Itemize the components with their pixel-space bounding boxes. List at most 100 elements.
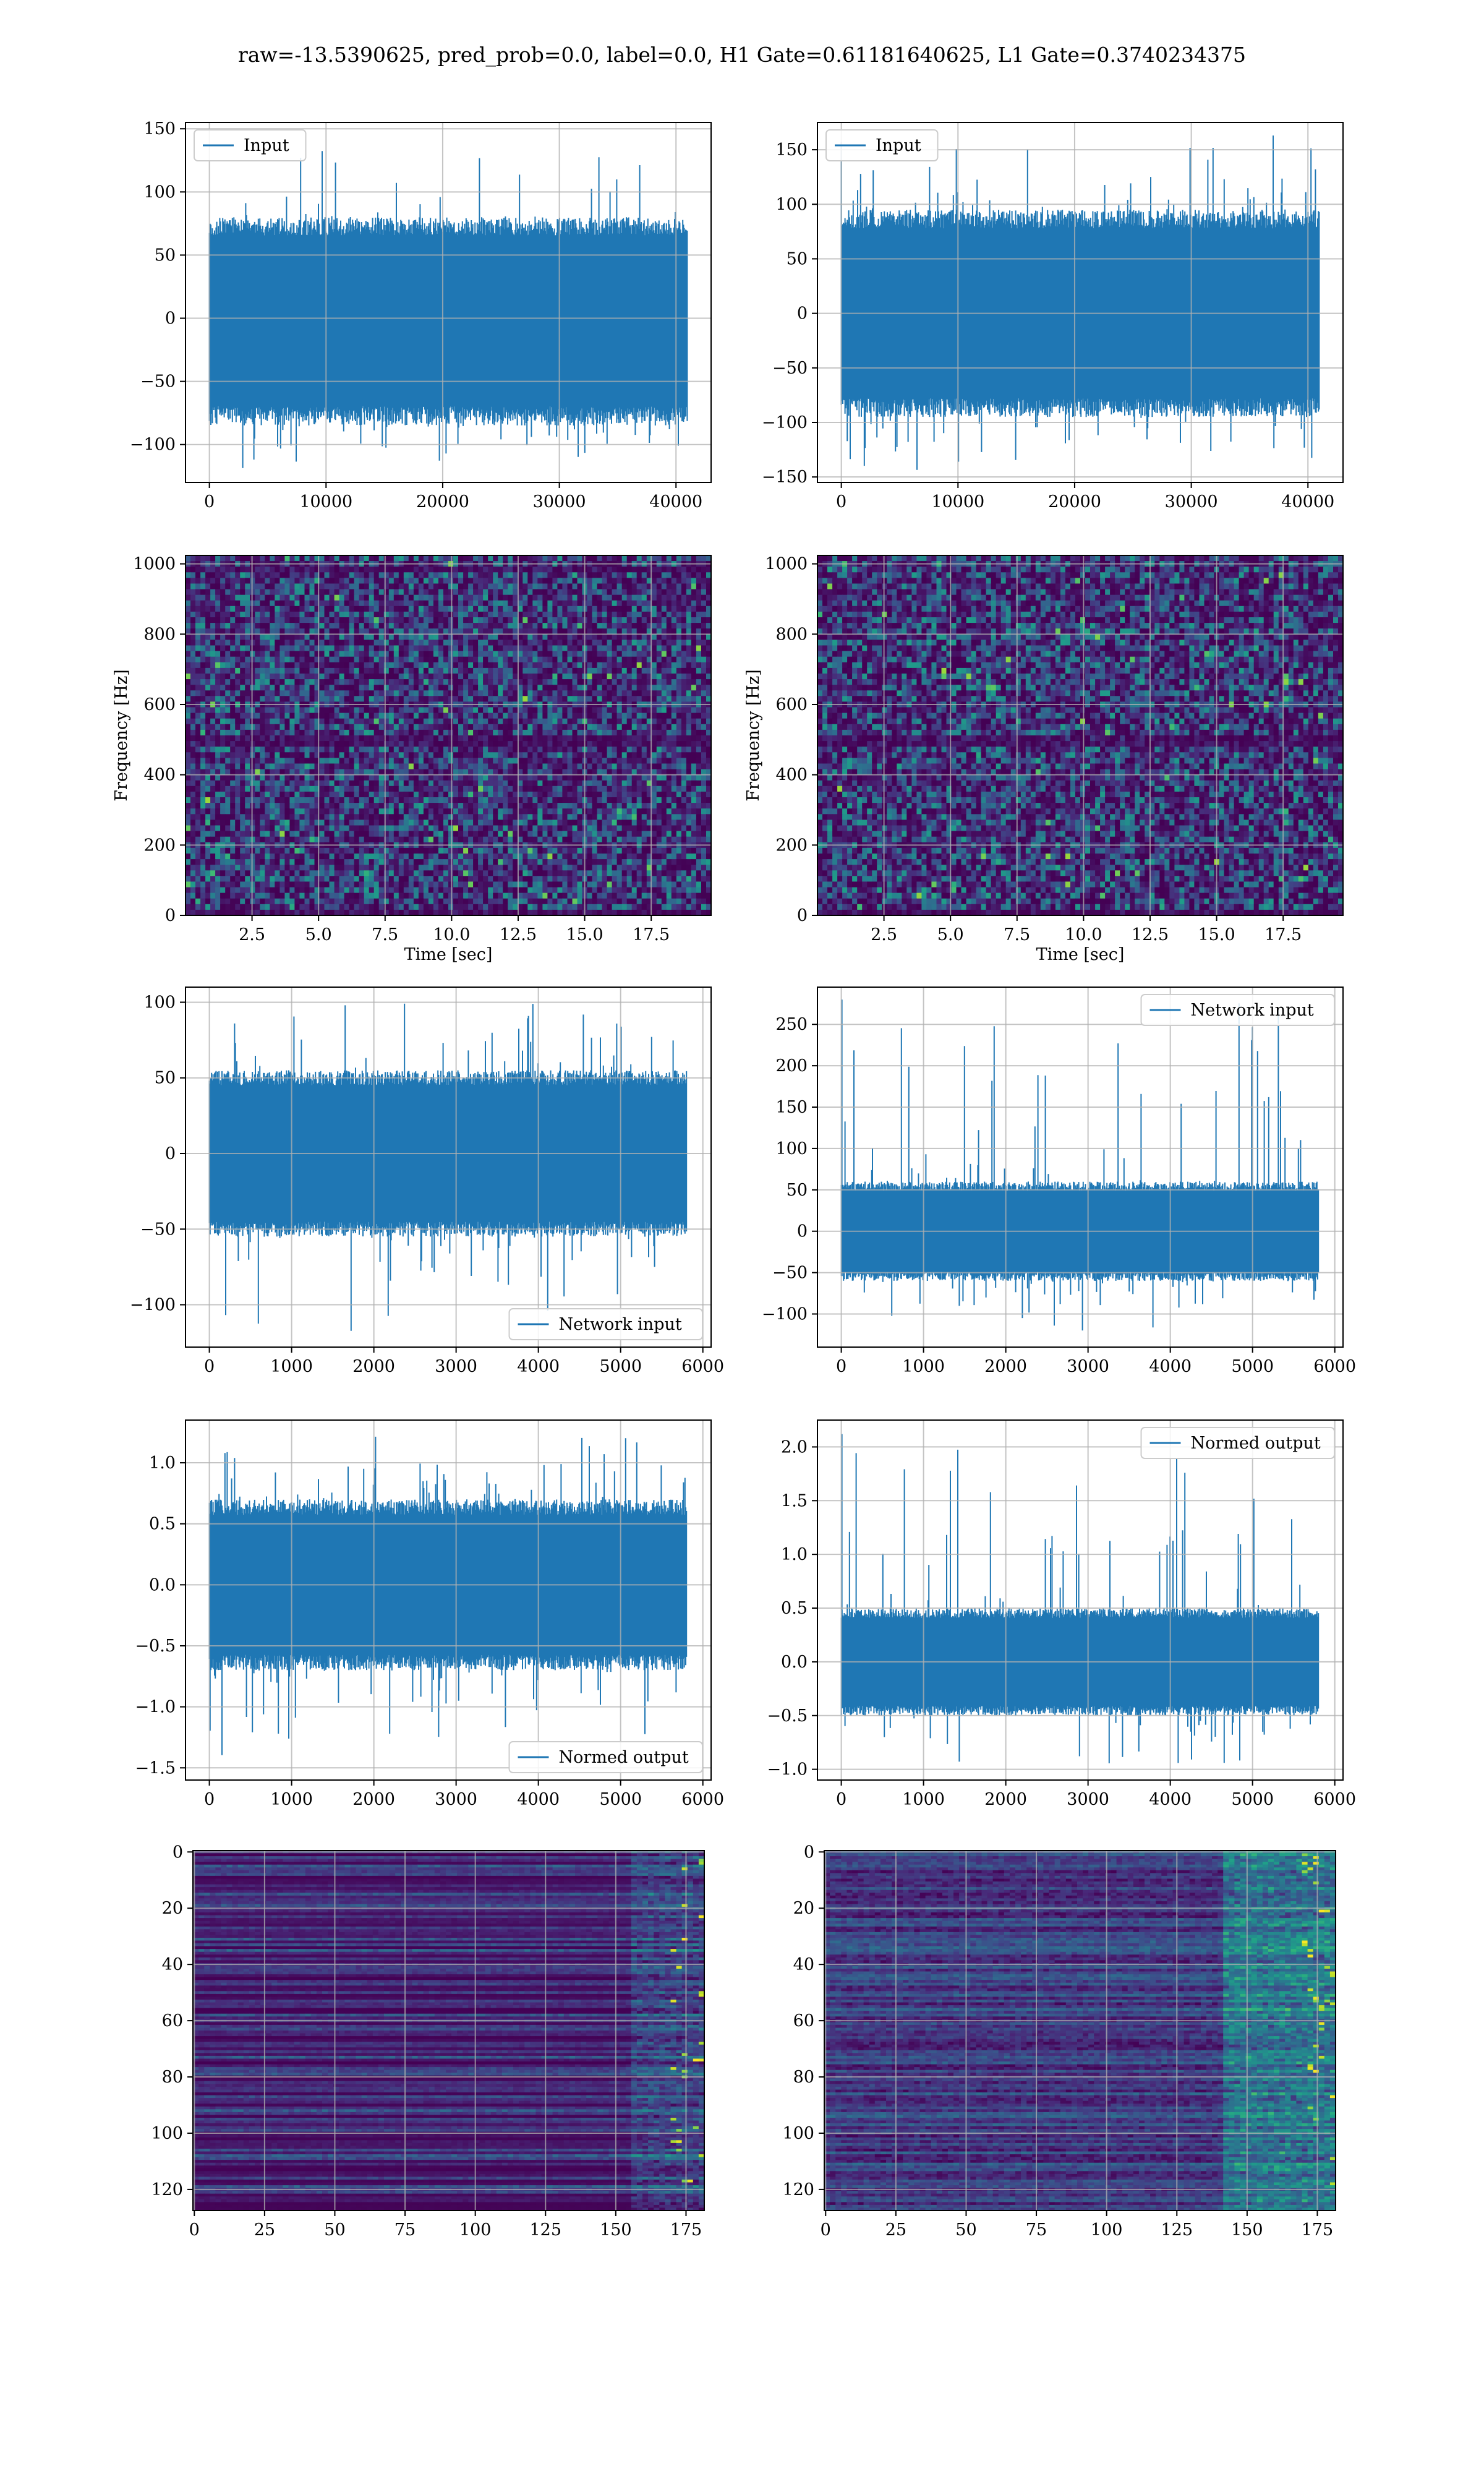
h1-spectrogram-cell xyxy=(493,656,498,663)
h1-spectrogram-cell xyxy=(275,747,280,753)
h1-spectrogram-cell xyxy=(349,594,355,601)
h1-spectrogram-cell xyxy=(186,640,191,646)
h1-spectrogram-cell xyxy=(319,780,325,787)
h1-spectrogram-cell xyxy=(562,685,568,691)
h1-spectrogram-cell xyxy=(403,656,409,663)
h1-spectrogram-cell xyxy=(478,780,484,787)
h1-spectrogram-cell xyxy=(631,707,638,714)
h1-spectrogram-cell xyxy=(344,555,350,562)
h1-spectrogram-cell xyxy=(508,572,513,578)
h1-spectrogram-cell xyxy=(329,645,335,652)
h1-spectrogram-cell xyxy=(423,674,429,680)
h1-spectrogram-cell xyxy=(607,713,613,719)
h1-spectrogram-cell xyxy=(552,656,558,663)
h1-spectrogram-cell xyxy=(656,645,662,652)
h1-spectrogram-cell xyxy=(260,606,265,612)
h1-spectrogram-cell xyxy=(329,667,335,674)
h1-spectrogram-cell xyxy=(607,567,613,573)
h1-spectrogram-cell xyxy=(616,572,623,578)
h1-spectrogram-cell xyxy=(587,667,593,674)
h1-spectrogram-cell xyxy=(359,803,365,809)
h1-spectrogram-cell xyxy=(666,741,672,747)
h1-spectrogram-cell xyxy=(373,769,380,776)
h1-spectrogram-cell xyxy=(676,645,682,652)
h1-spectrogram-cell xyxy=(428,617,434,623)
h1-spectrogram-cell xyxy=(651,741,657,747)
h1-spectrogram-cell xyxy=(616,628,623,635)
h1-spectrogram-cell xyxy=(200,724,206,730)
h1-spectrogram-cell xyxy=(186,674,191,680)
h1-spectrogram-cell xyxy=(418,617,424,623)
h1-spectrogram-cell xyxy=(656,578,662,584)
h1-spectrogram-cell xyxy=(557,685,563,691)
h1-spectrogram-cell xyxy=(621,656,628,663)
h1-spectrogram-cell xyxy=(641,718,647,725)
h1-spectrogram-cell xyxy=(527,600,533,607)
h1-spectrogram-cell xyxy=(339,685,345,691)
h1-spectrogram-cell xyxy=(294,667,300,674)
h1-spectrogram-cell xyxy=(458,656,464,663)
h1-spectrogram-cell xyxy=(275,763,280,770)
h1-spectrogram-cell xyxy=(240,600,245,607)
h1-spectrogram-cell xyxy=(518,645,523,652)
h1-spectrogram-cell xyxy=(597,606,603,612)
h1-spectrogram-cell xyxy=(597,645,603,652)
h1-spectrogram-cell xyxy=(255,763,260,770)
h1-spectrogram-cell xyxy=(369,583,375,590)
h1-spectrogram-cell xyxy=(691,735,697,742)
h1-spectrogram-cell xyxy=(488,617,493,623)
h1-spectrogram-cell xyxy=(339,797,345,803)
h1-spectrogram-cell xyxy=(304,758,310,764)
h1-spectrogram-cell xyxy=(508,662,513,669)
h1-spectrogram-cell xyxy=(383,690,390,696)
h1-spectrogram-cell xyxy=(478,735,484,742)
h1-spectrogram-cell xyxy=(349,617,355,623)
h1-spectrogram-cell xyxy=(473,589,479,596)
h1-spectrogram-cell xyxy=(443,713,449,719)
h1-spectrogram-cell xyxy=(542,785,548,792)
h1-spectrogram-cell xyxy=(373,791,380,798)
h1-spectrogram-cell xyxy=(567,662,573,669)
h1-spectrogram-cell xyxy=(542,623,548,629)
h1-spectrogram-cell xyxy=(686,679,692,685)
h1-spectrogram-cell xyxy=(200,718,206,725)
h1-spectrogram-cell xyxy=(195,640,201,646)
h1-spectrogram-cell xyxy=(587,769,593,776)
h1-spectrogram-cell xyxy=(641,662,647,669)
h1-spectrogram-cell xyxy=(458,628,464,635)
h1-spectrogram-cell xyxy=(686,583,692,590)
h1-spectrogram-cell xyxy=(691,752,697,758)
h1-spectrogram-cell xyxy=(631,763,638,770)
h1-spectrogram-cell xyxy=(408,685,414,691)
h1-spectrogram-cell xyxy=(651,690,657,696)
h1-spectrogram-cell xyxy=(443,758,449,764)
h1-spectrogram-cell xyxy=(443,808,449,815)
h1-spectrogram-cell xyxy=(240,713,245,719)
h1-spectrogram-cell xyxy=(403,555,409,562)
h1-spectrogram-cell xyxy=(294,724,300,730)
h1-spectrogram-cell xyxy=(493,589,498,596)
h1-spectrogram-cell xyxy=(260,747,265,753)
h1-spectrogram-cell xyxy=(552,651,558,657)
h1-spectrogram-cell xyxy=(334,679,340,685)
h1-spectrogram-cell xyxy=(220,645,226,652)
h1-spectrogram-cell xyxy=(388,685,394,691)
h1-spectrogram-cell xyxy=(408,572,414,578)
h1-spectrogram-cell xyxy=(696,758,702,764)
h1-spectrogram-cell xyxy=(428,656,434,663)
h1-spectrogram-cell xyxy=(413,640,419,646)
h1-spectrogram-cell xyxy=(577,594,583,601)
h1-spectrogram-cell xyxy=(255,758,260,764)
h1-spectrogram-cell xyxy=(294,651,300,657)
h1-spectrogram-cell xyxy=(631,623,638,629)
h1-spectrogram-cell xyxy=(597,758,603,764)
h1-spectrogram-cell xyxy=(518,600,523,607)
h1-spectrogram-cell xyxy=(493,651,498,657)
h1-spectrogram-cell xyxy=(334,808,340,815)
h1-spectrogram-cell xyxy=(592,623,598,629)
h1-spectrogram-cell xyxy=(503,774,508,781)
h1-spectrogram-cell xyxy=(547,594,553,601)
h1-spectrogram-cell xyxy=(636,617,642,623)
h1-spectrogram-cell xyxy=(334,685,340,691)
h1-spectrogram-cell xyxy=(681,785,687,792)
